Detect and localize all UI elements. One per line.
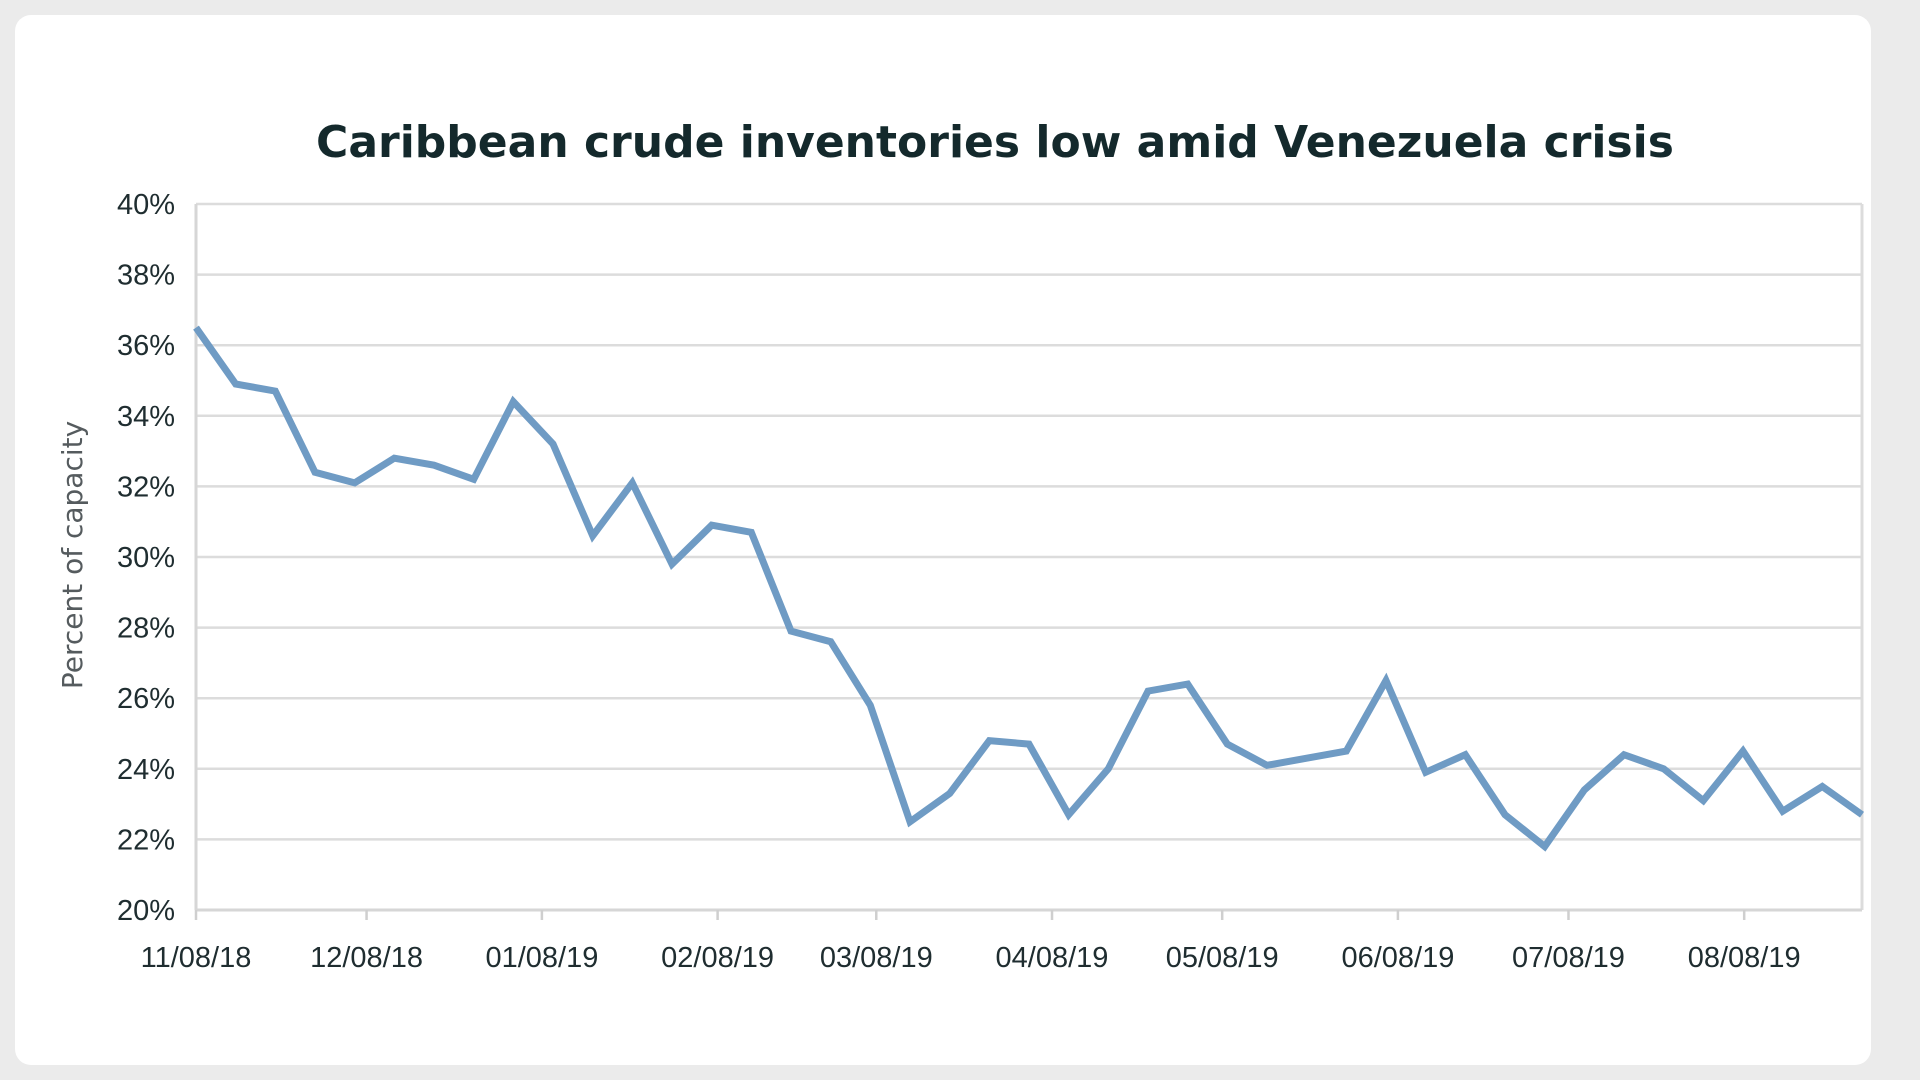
- y-tick-label: 26%: [117, 683, 175, 715]
- y-tick-label: 34%: [117, 401, 175, 433]
- y-tick-label: 32%: [117, 471, 175, 503]
- x-tick-label: 11/08/18: [141, 942, 252, 974]
- y-tick-label: 22%: [117, 824, 175, 856]
- gridlines: [196, 202, 1862, 912]
- y-tick-label: 36%: [117, 330, 175, 362]
- x-tick-label: 07/08/19: [1512, 942, 1625, 974]
- y-tick-label: 30%: [117, 542, 175, 574]
- x-axis-ticks: 11/08/18 12/08/18 01/08/19 02/08/19 03/08/19…: [141, 910, 1801, 974]
- y-axis-label: Percent of capacity: [56, 421, 89, 689]
- y-tick-label: 40%: [117, 189, 175, 221]
- axes: [194, 204, 1864, 912]
- x-tick-label: 04/08/19: [996, 942, 1109, 974]
- series-group: [193, 325, 1865, 852]
- x-tick-label: 01/08/19: [485, 942, 598, 974]
- x-tick-label: 08/08/19: [1688, 942, 1801, 974]
- chart-card: Caribbean crude inventories low amid Ven…: [15, 15, 1871, 1065]
- x-tick-label: 05/08/19: [1166, 942, 1279, 974]
- y-axis-ticks: 20% 22% 24% 26% 28% 30% 32% 34% 36% 38% 40%: [117, 189, 175, 927]
- chart-title: Caribbean crude inventories low amid Ven…: [316, 117, 1674, 168]
- x-tick-label: 02/08/19: [661, 942, 774, 974]
- x-tick-label: 06/08/19: [1341, 942, 1454, 974]
- y-tick-label: 24%: [117, 754, 175, 786]
- series-line-0: [193, 325, 1865, 852]
- y-tick-label: 20%: [117, 895, 175, 927]
- x-tick-label: 12/08/18: [310, 942, 423, 974]
- chart: Caribbean crude inventories low amid Ven…: [56, 117, 1865, 974]
- y-tick-label: 38%: [117, 260, 175, 292]
- y-tick-label: 28%: [117, 613, 175, 645]
- x-tick-label: 03/08/19: [820, 942, 933, 974]
